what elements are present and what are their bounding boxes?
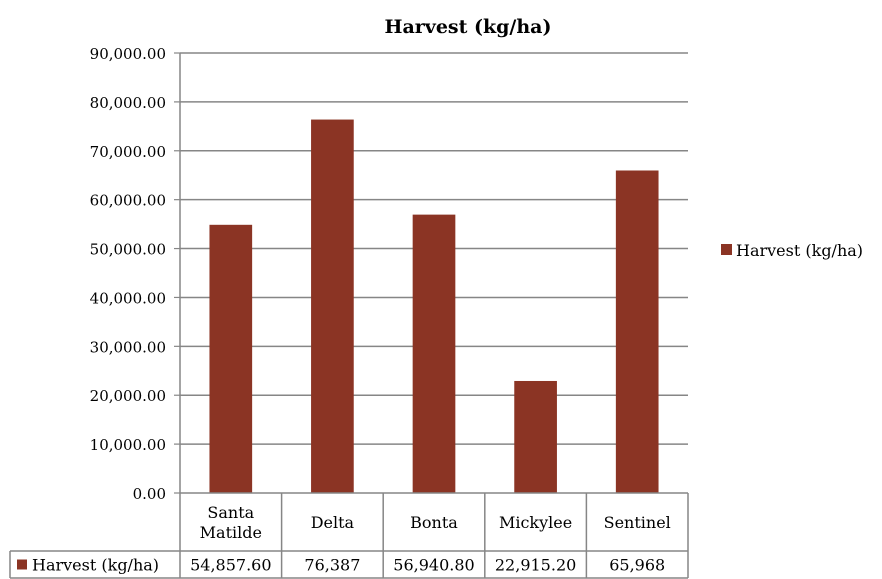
y-tick-label: 20,000.00 bbox=[90, 387, 166, 405]
y-tick-label: 10,000.00 bbox=[90, 436, 166, 454]
y-tick-label: 40,000.00 bbox=[90, 289, 166, 307]
legend-swatch bbox=[721, 244, 732, 255]
table-value: 22,915.20 bbox=[495, 556, 576, 575]
category-label: Matilde bbox=[200, 523, 262, 542]
table-value: 65,968 bbox=[609, 556, 665, 575]
bars bbox=[209, 119, 659, 494]
y-tick-label: 90,000.00 bbox=[90, 45, 166, 63]
category-label: Santa bbox=[207, 503, 254, 522]
legend-label: Harvest (kg/ha) bbox=[736, 241, 863, 260]
bar bbox=[311, 119, 354, 494]
bar bbox=[209, 224, 253, 493]
category-label: Mickylee bbox=[499, 513, 572, 532]
table-legend-swatch bbox=[17, 559, 27, 570]
table-row-label: Harvest (kg/ha) bbox=[32, 556, 159, 575]
category-label: Bonta bbox=[410, 513, 458, 532]
y-tick-label: 80,000.00 bbox=[90, 94, 166, 112]
table-value: 54,857.60 bbox=[190, 556, 271, 575]
y-axis-ticks: 0.00 10,000.00 20,000.00 30,000.00 40,000.00… bbox=[90, 45, 166, 503]
legend: Harvest (kg/ha) bbox=[721, 241, 863, 260]
bar bbox=[514, 380, 557, 493]
category-label: Delta bbox=[311, 513, 355, 532]
chart-title: Harvest (kg/ha) bbox=[385, 16, 552, 38]
y-tick-label: 70,000.00 bbox=[90, 143, 166, 161]
y-tick-label: 30,000.00 bbox=[90, 338, 166, 356]
category-label: Sentinel bbox=[604, 513, 671, 532]
y-tick-label: 60,000.00 bbox=[90, 192, 166, 210]
table-value: 56,940.80 bbox=[393, 556, 474, 575]
bar bbox=[412, 214, 456, 494]
bar bbox=[615, 170, 659, 493]
table-value: 76,387 bbox=[304, 556, 360, 575]
y-tick-label: 50,000.00 bbox=[90, 241, 166, 259]
y-tick-label: 0.00 bbox=[133, 485, 166, 503]
